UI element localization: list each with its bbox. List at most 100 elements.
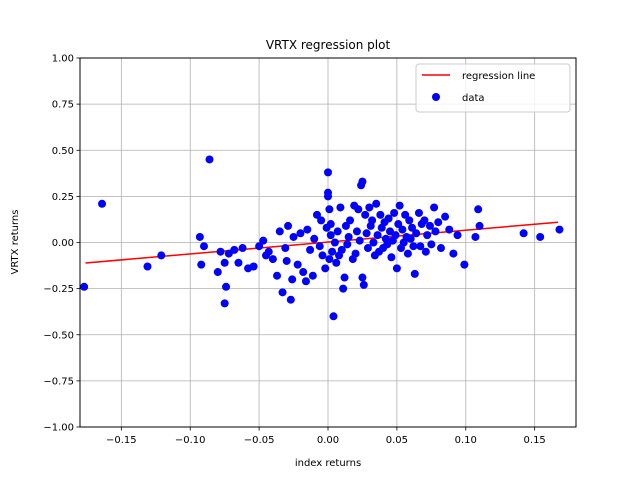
data-point <box>340 273 349 282</box>
data-point <box>275 227 284 236</box>
data-point <box>325 255 334 264</box>
data-point <box>288 275 297 284</box>
data-point <box>328 247 337 256</box>
data-point <box>420 216 429 225</box>
data-point <box>337 245 346 254</box>
data-point <box>80 282 89 291</box>
y-tick-label: −0.50 <box>43 330 74 341</box>
data-point <box>344 232 353 241</box>
data-point <box>220 299 229 308</box>
data-point <box>329 312 338 321</box>
data-point <box>445 225 454 234</box>
data-point <box>282 256 291 265</box>
x-axis-ticks: −0.15 −0.10 −0.05 0.00 0.05 0.10 0.15 <box>106 427 546 446</box>
data-point <box>414 208 423 217</box>
data-point <box>339 284 348 293</box>
data-point <box>315 242 324 251</box>
data-point <box>368 216 377 225</box>
data-point <box>268 255 277 264</box>
data-point <box>362 229 371 238</box>
data-point <box>449 249 458 258</box>
data-point <box>363 244 372 253</box>
data-point <box>358 273 367 282</box>
data-point <box>325 205 334 214</box>
data-point <box>471 232 480 241</box>
data-point <box>259 236 268 245</box>
legend-regression-label: regression line <box>462 71 535 82</box>
data-point <box>278 288 287 297</box>
data-point <box>326 231 335 240</box>
data-point <box>359 280 368 289</box>
data-point <box>197 260 206 269</box>
data-point <box>405 216 414 225</box>
data-point <box>387 253 396 262</box>
data-point <box>398 225 407 234</box>
data-point <box>220 258 229 267</box>
data-point <box>238 244 247 253</box>
data-point <box>98 199 107 208</box>
data-point <box>460 260 469 269</box>
legend-data-label: data <box>462 93 485 104</box>
y-tick-label: 0.00 <box>52 238 74 249</box>
data-point <box>343 240 352 249</box>
data-point <box>351 249 360 258</box>
data-point <box>195 232 204 241</box>
data-point <box>410 269 419 278</box>
legend-data-swatch <box>432 93 440 101</box>
data-point <box>336 203 345 212</box>
y-axis-ticks: −1.00 −0.75 −0.50 −0.25 0.00 0.25 0.50 0.75 1.00 <box>43 54 80 434</box>
y-tick-label: 1.00 <box>52 54 74 65</box>
data-point <box>286 295 295 304</box>
y-tick-label: −0.25 <box>43 284 74 295</box>
data-point <box>555 225 564 234</box>
data-point <box>330 238 339 247</box>
data-point <box>299 268 308 277</box>
data-point <box>369 238 378 247</box>
data-point <box>416 242 425 251</box>
y-tick-label: 0.75 <box>52 100 74 111</box>
data-point <box>412 229 421 238</box>
data-point <box>289 232 298 241</box>
data-point <box>425 221 434 230</box>
data-point <box>293 260 302 269</box>
data-point <box>352 227 361 236</box>
x-tick-label: −0.15 <box>106 435 137 446</box>
data-point <box>536 232 545 241</box>
data-point <box>475 221 484 230</box>
data-point <box>372 199 381 208</box>
data-point <box>409 242 418 251</box>
data-point <box>365 203 374 212</box>
data-point <box>436 244 445 253</box>
x-tick-label: 0.05 <box>386 435 408 446</box>
data-point <box>326 220 335 229</box>
data-point <box>431 227 440 236</box>
x-tick-label: 0.10 <box>455 435 477 446</box>
data-points-layer <box>80 155 564 321</box>
data-point <box>230 245 239 254</box>
data-point <box>205 155 214 164</box>
data-point <box>249 262 258 271</box>
data-point <box>401 210 410 219</box>
data-point <box>406 234 415 243</box>
data-point <box>394 220 403 229</box>
y-tick-label: −1.00 <box>43 423 74 434</box>
data-point <box>296 229 305 238</box>
data-point <box>216 247 225 256</box>
x-axis-label: index returns <box>295 458 361 469</box>
data-point <box>332 258 341 267</box>
data-point <box>273 271 282 280</box>
y-tick-label: −0.75 <box>43 376 74 387</box>
data-point <box>312 210 321 219</box>
data-point <box>434 218 443 227</box>
data-point <box>143 262 152 271</box>
data-point <box>408 223 417 232</box>
data-point <box>301 277 310 286</box>
data-point <box>519 229 528 238</box>
data-point <box>346 216 355 225</box>
data-point <box>234 258 243 267</box>
x-tick-label: −0.05 <box>244 435 275 446</box>
data-point <box>423 231 432 240</box>
data-point <box>390 208 399 217</box>
data-point <box>213 268 222 277</box>
data-point <box>358 177 367 186</box>
